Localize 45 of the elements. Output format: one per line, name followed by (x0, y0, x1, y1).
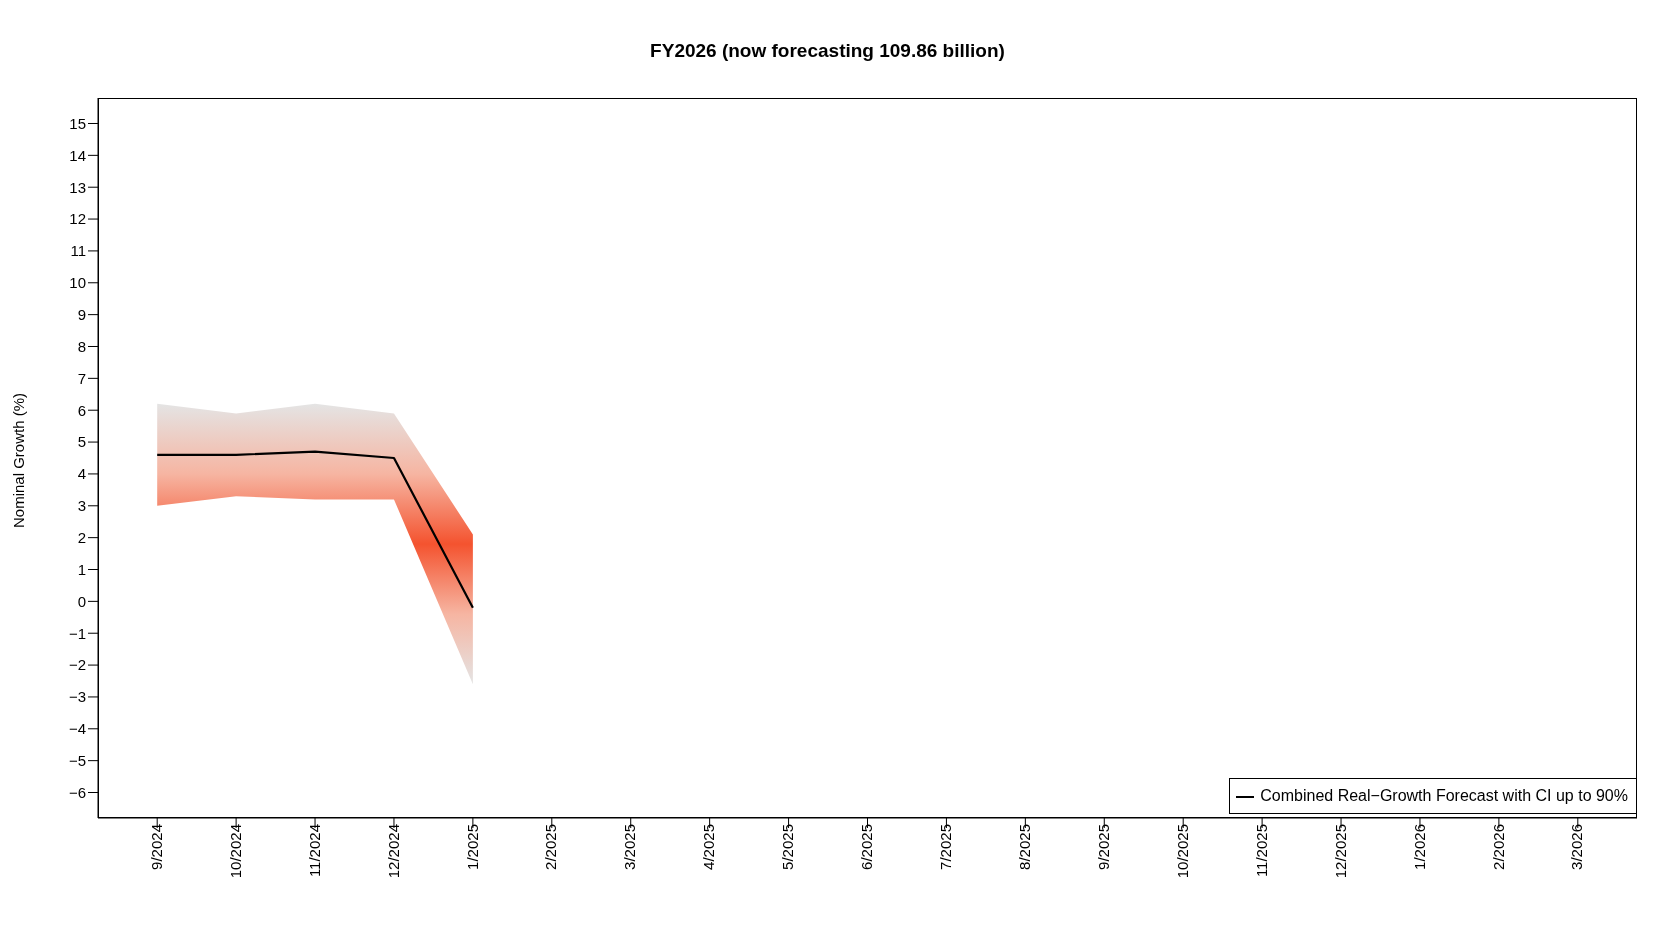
y-tick-label: −1 (68, 624, 86, 642)
x-tick-label: 3/2025 (621, 824, 639, 870)
x-tick-label: 10/2025 (1173, 824, 1191, 879)
x-tick-label: 12/2025 (1331, 824, 1349, 879)
y-tick-label: 14 (69, 146, 86, 164)
y-tick-label: 7 (77, 369, 86, 387)
legend-label: Combined Real−Growth Forecast with CI up to 90% (1260, 787, 1628, 804)
y-tick-label: 12 (69, 210, 86, 228)
y-tick-label: 4 (77, 465, 86, 483)
y-tick-label: 0 (77, 592, 86, 610)
x-tick-label: 11/2024 (305, 824, 323, 878)
x-tick-label: 4/2025 (700, 824, 718, 870)
line-series (156, 450, 474, 609)
x-tick-label: 6/2025 (858, 824, 876, 870)
x-tick-label: 11/2025 (1252, 824, 1270, 878)
y-tick-label: 6 (77, 401, 86, 419)
x-tick-label: 7/2025 (937, 824, 955, 870)
x-tick-label: 10/2024 (226, 824, 244, 879)
y-tick-label: −5 (68, 751, 86, 769)
y-tick-label: 11 (70, 242, 86, 260)
x-tick-label: 5/2025 (779, 824, 797, 870)
x-tick-label: 1/2025 (463, 824, 481, 870)
y-tick-label: 10 (69, 274, 86, 292)
y-tick-label: 5 (77, 433, 86, 451)
y-tick-label: 13 (69, 178, 86, 196)
x-tick-label: 2/2026 (1489, 824, 1507, 870)
y-tick-label: 8 (77, 337, 86, 355)
x-tick-label: 8/2025 (1016, 824, 1033, 870)
y-tick-label: −3 (68, 688, 86, 706)
y-tick-label: 2 (77, 528, 86, 546)
y-tick-label: −4 (68, 720, 86, 738)
y-axis-title: Nominal Growth (%) (10, 392, 28, 528)
y-tick-label: 3 (77, 497, 86, 515)
y-tick-label: −2 (68, 656, 86, 674)
y-tick-label: 15 (69, 114, 86, 132)
x-tick-label: 1/2026 (1410, 824, 1428, 870)
x-tick-label: 2/2025 (542, 824, 560, 870)
x-tick-label: 9/2025 (1094, 824, 1112, 870)
y-tick-label: 1 (77, 560, 86, 578)
x-tick-label: 3/2026 (1568, 824, 1586, 870)
x-tick-label: 9/2024 (147, 824, 165, 870)
y-tick-label: −6 (68, 783, 86, 801)
y-tick-label: 9 (77, 305, 86, 323)
x-tick-label: 12/2024 (384, 824, 402, 879)
chart-title: FY2026 (now forecasting 109.86 billion) (649, 40, 1006, 62)
